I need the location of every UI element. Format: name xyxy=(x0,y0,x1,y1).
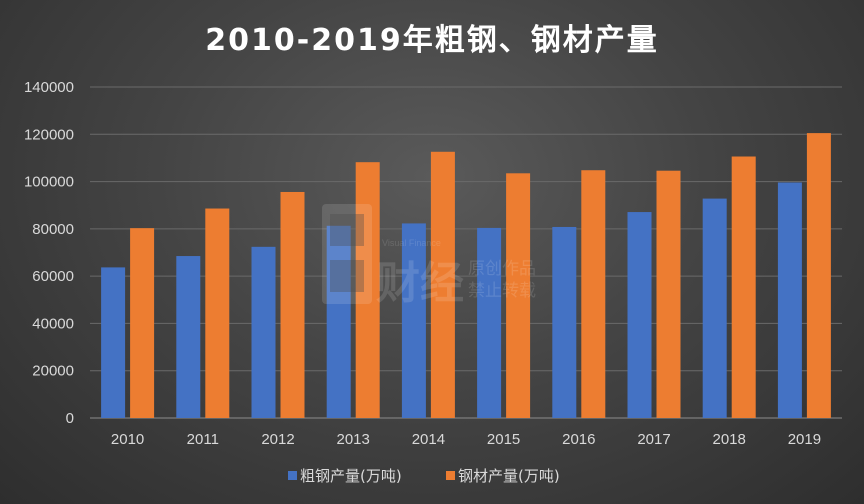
x-tick-label: 2014 xyxy=(412,431,445,448)
x-tick-label: 2018 xyxy=(713,431,746,448)
legend-swatch-steel-products xyxy=(446,471,455,480)
bar-crude-steel-2019 xyxy=(777,182,802,418)
bar-steel-products-2017 xyxy=(656,170,681,418)
bar-steel-products-2011 xyxy=(205,208,230,418)
bar-crude-steel-2018 xyxy=(702,198,727,418)
bar-crude-steel-2016 xyxy=(552,226,577,418)
x-tick-label: 2012 xyxy=(261,431,294,448)
bar-steel-products-2016 xyxy=(581,170,606,418)
bar-steel-products-2013 xyxy=(355,162,380,418)
watermark: 财经 Visual Finance 原创作品 禁止转载 xyxy=(322,204,536,309)
y-tick-label: 100000 xyxy=(24,174,74,191)
bar-steel-products-2015 xyxy=(506,173,531,418)
watermark-logo-icon xyxy=(322,204,372,304)
bar-steel-products-2014 xyxy=(430,151,455,418)
bar-crude-steel-2017 xyxy=(627,212,652,418)
x-tick-label: 2010 xyxy=(111,431,144,448)
x-tick-label: 2019 xyxy=(788,431,821,448)
bar-steel-products-2010 xyxy=(130,228,155,418)
gridlines xyxy=(90,86,842,419)
x-axis-ticks: 2010 2011 2012 2013 2014 2015 2016 2017 2018 2019 xyxy=(111,431,821,448)
x-tick-label: 2015 xyxy=(487,431,520,448)
bar-crude-steel-2014 xyxy=(401,223,426,418)
legend: 粗钢产量(万吨) 钢材产量(万吨) xyxy=(288,467,560,485)
watermark-line2: 禁止转载 xyxy=(468,281,536,301)
bar-steel-products-2019 xyxy=(806,133,831,418)
bar-steel-products-2012 xyxy=(280,191,305,418)
bar-crude-steel-2013 xyxy=(326,225,351,418)
y-tick-label: 40000 xyxy=(32,315,74,332)
y-tick-label: 120000 xyxy=(24,126,74,143)
y-axis-ticks: 0 20000 40000 60000 80000 100000 120000 140000 xyxy=(24,79,74,427)
watermark-line1: 原创作品 xyxy=(468,259,536,279)
bar-crude-steel-2015 xyxy=(477,227,502,418)
x-tick-label: 2017 xyxy=(637,431,670,448)
chart-title: 2010-2019年粗钢、钢材产量 xyxy=(205,23,658,58)
y-tick-label: 20000 xyxy=(32,363,74,380)
bar-crude-steel-2010 xyxy=(101,267,126,418)
bars xyxy=(101,133,831,418)
watermark-sub: Visual Finance xyxy=(382,238,441,248)
x-tick-label: 2013 xyxy=(337,431,370,448)
x-tick-label: 2016 xyxy=(562,431,595,448)
legend-label-crude-steel: 粗钢产量(万吨) xyxy=(300,467,402,485)
y-tick-label: 140000 xyxy=(24,79,74,96)
y-tick-label: 60000 xyxy=(32,268,74,285)
legend-label-steel-products: 钢材产量(万吨) xyxy=(458,467,560,485)
y-tick-label: 80000 xyxy=(32,221,74,238)
bar-crude-steel-2012 xyxy=(251,246,276,418)
legend-swatch-crude-steel xyxy=(288,471,297,480)
bar-steel-products-2018 xyxy=(731,156,756,418)
y-tick-label: 0 xyxy=(66,410,74,427)
x-tick-label: 2011 xyxy=(187,431,219,448)
watermark-brand: 财经 xyxy=(376,258,464,309)
bar-crude-steel-2011 xyxy=(176,256,201,418)
